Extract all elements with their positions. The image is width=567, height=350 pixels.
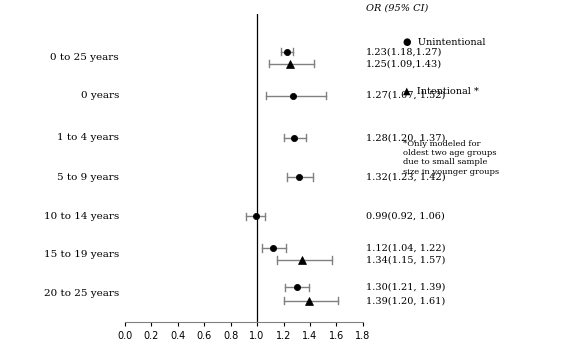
Text: 1.28(1.20, 1.37): 1.28(1.20, 1.37) (366, 133, 445, 142)
Text: 1.25(1.09,1.43): 1.25(1.09,1.43) (366, 59, 442, 68)
Text: 10 to 14 years: 10 to 14 years (44, 212, 119, 221)
Text: 1.27(1.07, 1.52): 1.27(1.07, 1.52) (366, 91, 445, 100)
Text: 1.34(1.15, 1.57): 1.34(1.15, 1.57) (366, 256, 445, 265)
Text: 1.32(1.23, 1.42): 1.32(1.23, 1.42) (366, 173, 445, 182)
Text: *Only modeled for
oldest two age groups
due to small sample
size in younger grou: *Only modeled for oldest two age groups … (403, 140, 499, 176)
Text: 15 to 19 years: 15 to 19 years (44, 250, 119, 259)
Text: 1 to 4 years: 1 to 4 years (57, 133, 119, 142)
Text: 1.12(1.04, 1.22): 1.12(1.04, 1.22) (366, 244, 445, 252)
Text: 5 to 9 years: 5 to 9 years (57, 173, 119, 182)
Text: 0 years: 0 years (81, 91, 119, 100)
Text: 20 to 25 years: 20 to 25 years (44, 289, 119, 298)
Text: OR (95% CI): OR (95% CI) (366, 3, 428, 12)
Text: ●  Unintentional: ● Unintentional (403, 37, 485, 47)
Text: 0.99(0.92, 1.06): 0.99(0.92, 1.06) (366, 212, 445, 221)
Text: 1.39(1.20, 1.61): 1.39(1.20, 1.61) (366, 296, 445, 305)
Text: 0 to 25 years: 0 to 25 years (50, 53, 119, 62)
Text: 1.23(1.18,1.27): 1.23(1.18,1.27) (366, 47, 442, 56)
Text: ▲  Intentional *: ▲ Intentional * (403, 86, 479, 96)
Text: 1.30(1.21, 1.39): 1.30(1.21, 1.39) (366, 283, 445, 292)
